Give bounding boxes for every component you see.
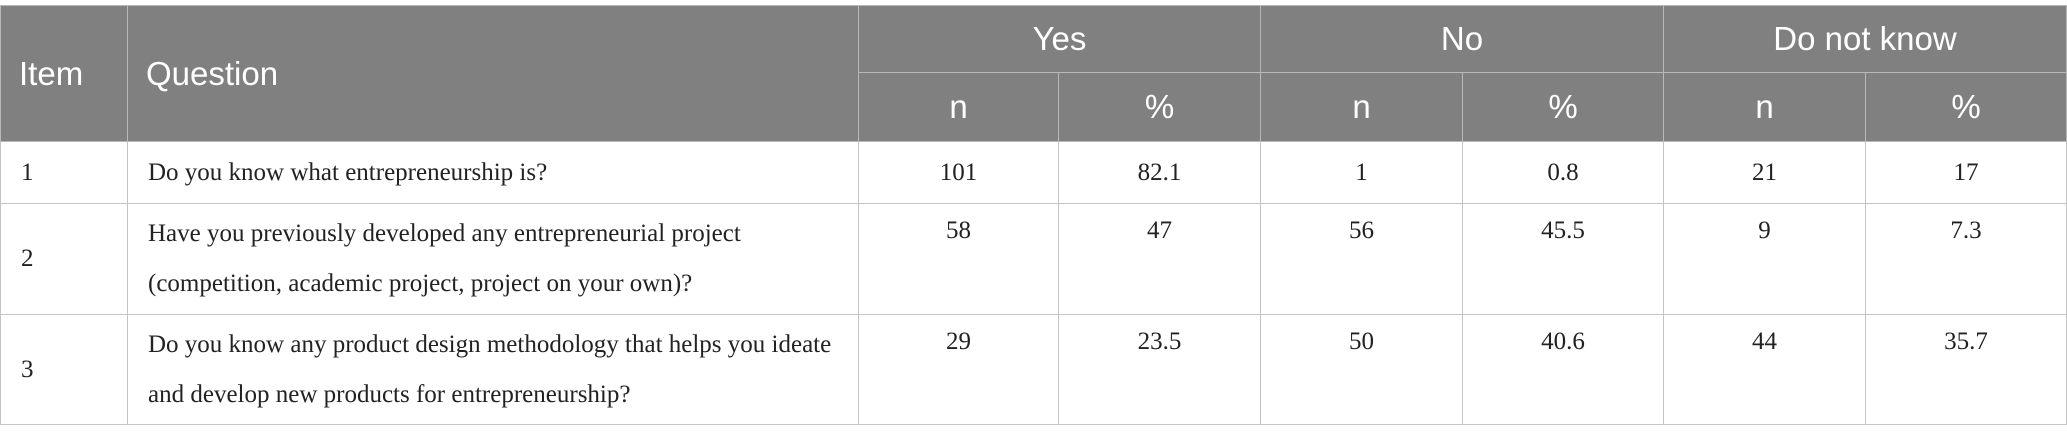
value-cell: 21	[1663, 141, 1866, 204]
header-cell: Item	[0, 5, 128, 142]
subheader: %	[1462, 72, 1664, 142]
subheader: %	[1058, 72, 1261, 142]
value-cell: 47	[1058, 203, 1261, 315]
question-cell: Do you know any product design methodolo…	[127, 314, 859, 425]
table-container: Item Question Yes No Do not know n% n% n% 1 Do y…	[0, 5, 2067, 425]
table-row: 2 Have you previously developed any entre…	[0, 203, 2067, 315]
value-cell: 58	[858, 203, 1059, 315]
value-cell: 56	[1260, 203, 1463, 315]
item-cell: 3	[0, 314, 128, 425]
group-header: No	[1260, 5, 1664, 73]
group-header: Yes	[858, 5, 1261, 73]
table-row: 1 Do you know what entrepreneurship is? 10…	[0, 141, 2067, 204]
question-cell: Have you previously developed any entrep…	[127, 203, 859, 315]
value-cell: 23.5	[1058, 314, 1261, 425]
value-cell: 50	[1260, 314, 1463, 425]
header-row: n% n% n%	[1, 72, 2067, 142]
subheader: n	[858, 72, 1059, 142]
value-cell: 1	[1260, 141, 1463, 204]
item-cell: 1	[0, 141, 128, 204]
value-cell: 9	[1663, 203, 1866, 315]
value-cell: 17	[1865, 141, 2067, 204]
item-cell: 2	[0, 203, 128, 315]
value-cell: 29	[858, 314, 1059, 425]
value-cell: 101	[858, 141, 1059, 204]
header-row: Item Question Yes No Do not know	[0, 5, 2067, 142]
value-cell: 45.5	[1462, 203, 1664, 315]
subheader: n	[1260, 72, 1463, 142]
table-header: Item Question Yes No Do not know n% n% n%	[0, 5, 2067, 142]
subheader: %	[1865, 72, 2067, 142]
value-cell: 44	[1663, 314, 1866, 425]
subheader: n	[1663, 72, 1866, 142]
question-cell: Do you know what entrepreneurship is?	[127, 141, 859, 204]
table-row: 3 Do you know any product design methodol…	[0, 314, 2067, 425]
header-cell: Question	[127, 5, 859, 142]
value-cell: 7.3	[1865, 203, 2067, 315]
group-header: Do not know	[1663, 5, 2067, 73]
value-cell: 35.7	[1865, 314, 2067, 425]
value-cell: 40.6	[1462, 314, 1664, 425]
value-cell: 82.1	[1058, 141, 1261, 204]
value-cell: 0.8	[1462, 141, 1664, 204]
table-body: 1 Do you know what entrepreneurship is? 10…	[0, 141, 2067, 425]
results-table: Item Question Yes No Do not know n% n% n% 1 Do y…	[0, 5, 2067, 425]
